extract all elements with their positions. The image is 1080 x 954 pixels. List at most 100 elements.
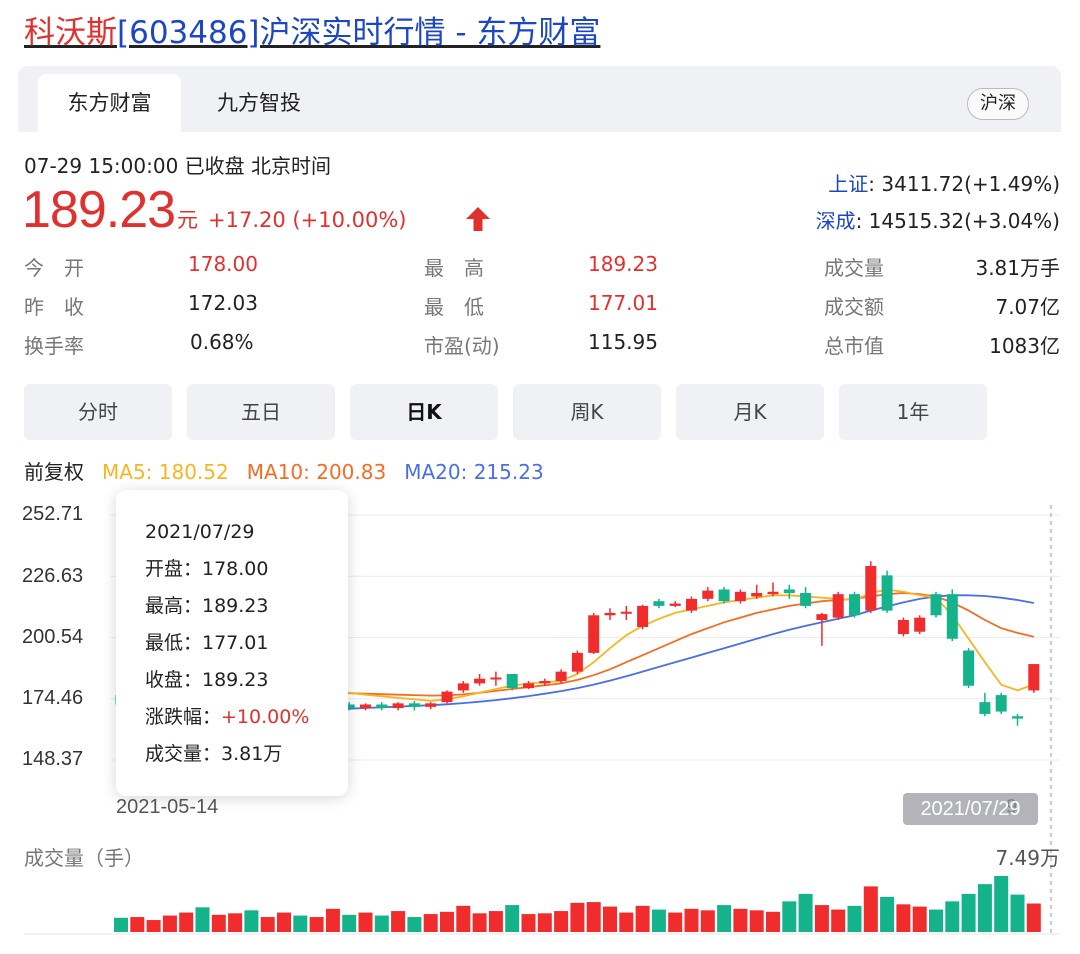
volume-bar: [440, 911, 454, 932]
volume-bar: [114, 917, 128, 932]
volume-panel-title: 成交量（手）: [24, 846, 144, 870]
volume-bar: [717, 905, 732, 932]
volume-bar: [472, 913, 487, 932]
quote-timestamp: 07-29 15:00:00 已收盘 北京时间: [24, 154, 332, 178]
candle-body: [914, 617, 926, 632]
prev-close-value: 172.03: [188, 291, 258, 315]
pe-label: 市盈(动): [424, 334, 500, 358]
tooltip-high: 最高：189.23: [145, 595, 269, 617]
price-unit: 元: [177, 208, 199, 232]
candle-body: [343, 704, 355, 709]
volume-bar: [586, 902, 601, 932]
candle-body: [865, 565, 877, 611]
volume-bar: [537, 913, 552, 932]
candle-body: [979, 702, 991, 714]
volume-bar: [619, 912, 634, 932]
volume-bar: [228, 913, 243, 932]
volume-bar: [929, 909, 943, 932]
volume-bar: [912, 906, 927, 932]
volume-bar: [994, 876, 1009, 932]
page-title[interactable]: 科沃斯[603486]沪深实时行情 - 东方财富: [24, 12, 600, 54]
candle-body: [637, 605, 649, 628]
period-5day[interactable]: 五日: [187, 384, 335, 440]
volume-bar: [570, 902, 585, 932]
volume-bar: [733, 908, 748, 932]
volume-bar: [325, 908, 340, 932]
volume-bar: [977, 884, 992, 932]
mktcap-label: 总市值: [824, 334, 884, 358]
volume-bars: [114, 876, 1041, 932]
ma20-label: MA20: 215.23: [404, 460, 544, 484]
tooltip-low: 最低：177.01: [145, 632, 269, 654]
open-value: 178.00: [188, 252, 258, 276]
mktcap-value: 1083亿: [989, 334, 1060, 358]
volume-bar: [195, 907, 210, 932]
period-monthly[interactable]: 月K: [676, 384, 824, 440]
volume-bar: [293, 915, 308, 932]
candle-body: [457, 683, 469, 691]
candle-body: [995, 695, 1007, 712]
candle-body: [963, 650, 975, 686]
period-intraday[interactable]: 分时: [24, 384, 172, 440]
volume-bar: [945, 901, 960, 932]
period-daily[interactable]: 日K: [350, 384, 498, 440]
volume-bar: [211, 914, 226, 932]
volume-bar: [456, 905, 471, 932]
candle-body: [571, 652, 583, 672]
y-tick-label: 148.37: [22, 748, 84, 770]
candle-body: [408, 703, 420, 707]
candle-body: [441, 691, 453, 703]
candle-body: [1028, 664, 1040, 691]
x-axis-start-date: 2021-05-14: [116, 796, 219, 818]
volume-bar: [342, 914, 357, 932]
candle-body: [620, 611, 632, 614]
stock-name[interactable]: 科沃斯: [24, 15, 117, 51]
volume-label: 成交量: [824, 256, 884, 280]
volume-bar: [374, 915, 389, 932]
tooltip-volume: 成交量：3.81万: [145, 743, 283, 765]
volume-bar: [782, 901, 797, 932]
volume-max-label: 7.49万: [995, 846, 1060, 870]
candle-body: [539, 681, 551, 684]
tab-eastmoney[interactable]: 东方财富: [38, 74, 181, 132]
period-1year[interactable]: 1年: [839, 384, 987, 440]
market-badge[interactable]: 沪深: [967, 88, 1029, 120]
adjust-mode[interactable]: 前复权: [24, 460, 84, 484]
amount-value: 7.07亿: [995, 295, 1060, 319]
volume-bar: [847, 905, 862, 932]
prev-close-label: 昨 收: [24, 295, 84, 319]
volume-bar: [880, 896, 895, 932]
volume-bar: [423, 914, 438, 932]
tooltip-date: 2021/07/29: [145, 521, 255, 543]
low-label: 最 低: [424, 295, 484, 319]
candle-body: [506, 673, 518, 689]
candle-body: [653, 601, 665, 606]
volume-bar: [863, 886, 878, 932]
up-arrow-icon: [466, 207, 490, 231]
period-weekly[interactable]: 周K: [513, 384, 661, 440]
tab-jiufang[interactable]: 九方智投: [217, 91, 301, 115]
candle-body: [930, 594, 942, 616]
candle-body: [604, 612, 616, 616]
volume-bar: [130, 917, 145, 932]
candle-body: [800, 592, 812, 606]
title-rest[interactable]: [603486]沪深实时行情 - 东方财富: [117, 15, 601, 51]
candle-body: [474, 678, 486, 684]
y-tick-label: 252.71: [22, 503, 84, 525]
y-tick-label: 226.63: [22, 565, 84, 587]
index-shenzhen[interactable]: 深成: 14515.32(+3.04%): [815, 209, 1060, 233]
volume-bar: [554, 911, 569, 932]
candle-body: [832, 594, 844, 618]
candle-body: [523, 683, 534, 689]
tooltip-close: 收盘：189.23: [145, 669, 269, 691]
candle-body: [946, 594, 958, 639]
price-change: +17.20 (+10.00%): [208, 208, 407, 232]
volume-bar: [162, 915, 177, 932]
volume-bar: [277, 912, 291, 932]
candle-body: [881, 575, 893, 611]
volume-bar: [179, 912, 194, 932]
volume-bar: [603, 906, 617, 932]
candle-body: [783, 589, 795, 593]
candle-body: [425, 703, 437, 707]
index-shanghai[interactable]: 上证: 3411.72(+1.49%): [828, 172, 1060, 196]
